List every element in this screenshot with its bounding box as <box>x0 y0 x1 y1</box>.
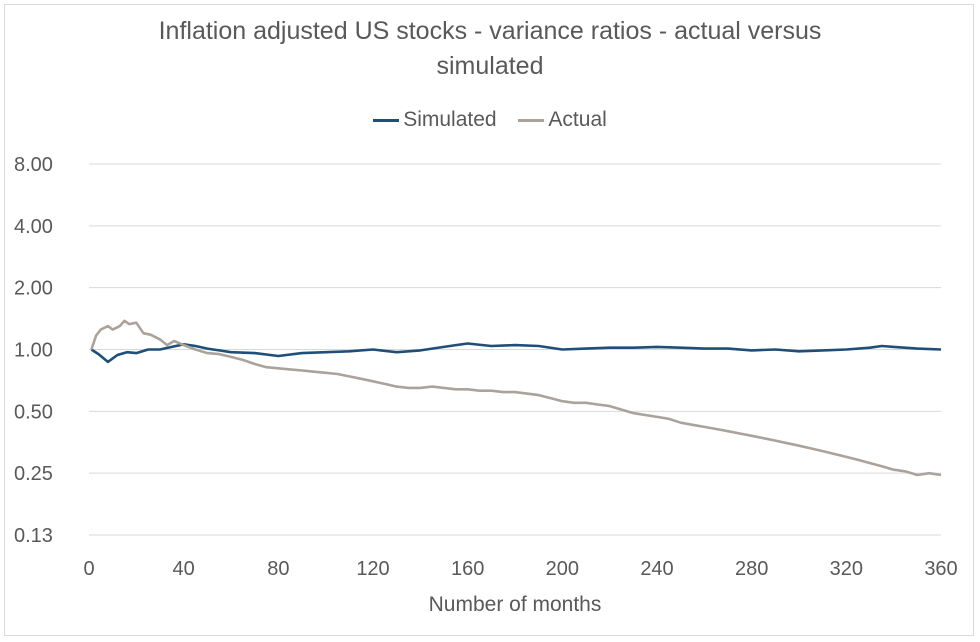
x-tick-label-0: 0 <box>83 558 94 580</box>
x-tick-label-9: 360 <box>924 558 957 580</box>
legend-item-actual: Actual <box>518 108 607 132</box>
y-tick-label-0: 0.13 <box>14 525 53 547</box>
x-tick-label-4: 160 <box>451 558 484 580</box>
legend: Simulated Actual <box>0 108 980 132</box>
y-tick-label-1: 0.25 <box>14 463 53 485</box>
y-tick-label-5: 4.00 <box>14 216 53 238</box>
y-tick-label-4: 2.00 <box>14 278 53 300</box>
chart-title-line-1: Inflation adjusted US stocks - variance … <box>158 17 822 45</box>
legend-swatch-actual <box>518 118 545 122</box>
chart-title: Inflation adjusted US stocks - variance … <box>0 14 980 84</box>
legend-item-simulated: Simulated <box>373 108 497 132</box>
chart-title-line-2: simulated <box>436 52 544 80</box>
x-tick-label-7: 280 <box>735 558 768 580</box>
series-line-actual <box>90 319 942 477</box>
x-tick-label-5: 200 <box>546 558 579 580</box>
y-tick-label-3: 1.00 <box>14 340 53 362</box>
x-tick-label-2: 80 <box>267 558 289 580</box>
y-tick-label-2: 0.50 <box>14 401 53 423</box>
legend-label-actual: Actual <box>548 108 607 131</box>
legend-label-simulated: Simulated <box>403 108 497 131</box>
x-tick-label-6: 240 <box>640 558 673 580</box>
series-line-simulated <box>90 342 942 364</box>
x-tick-label-1: 40 <box>173 558 195 580</box>
x-axis-title: Number of months <box>429 593 602 616</box>
x-tick-label-8: 320 <box>830 558 863 580</box>
chart-frame <box>4 4 974 636</box>
legend-swatch-simulated <box>373 118 400 122</box>
y-tick-label-6: 8.00 <box>14 154 53 176</box>
x-tick-label-3: 120 <box>356 558 389 580</box>
